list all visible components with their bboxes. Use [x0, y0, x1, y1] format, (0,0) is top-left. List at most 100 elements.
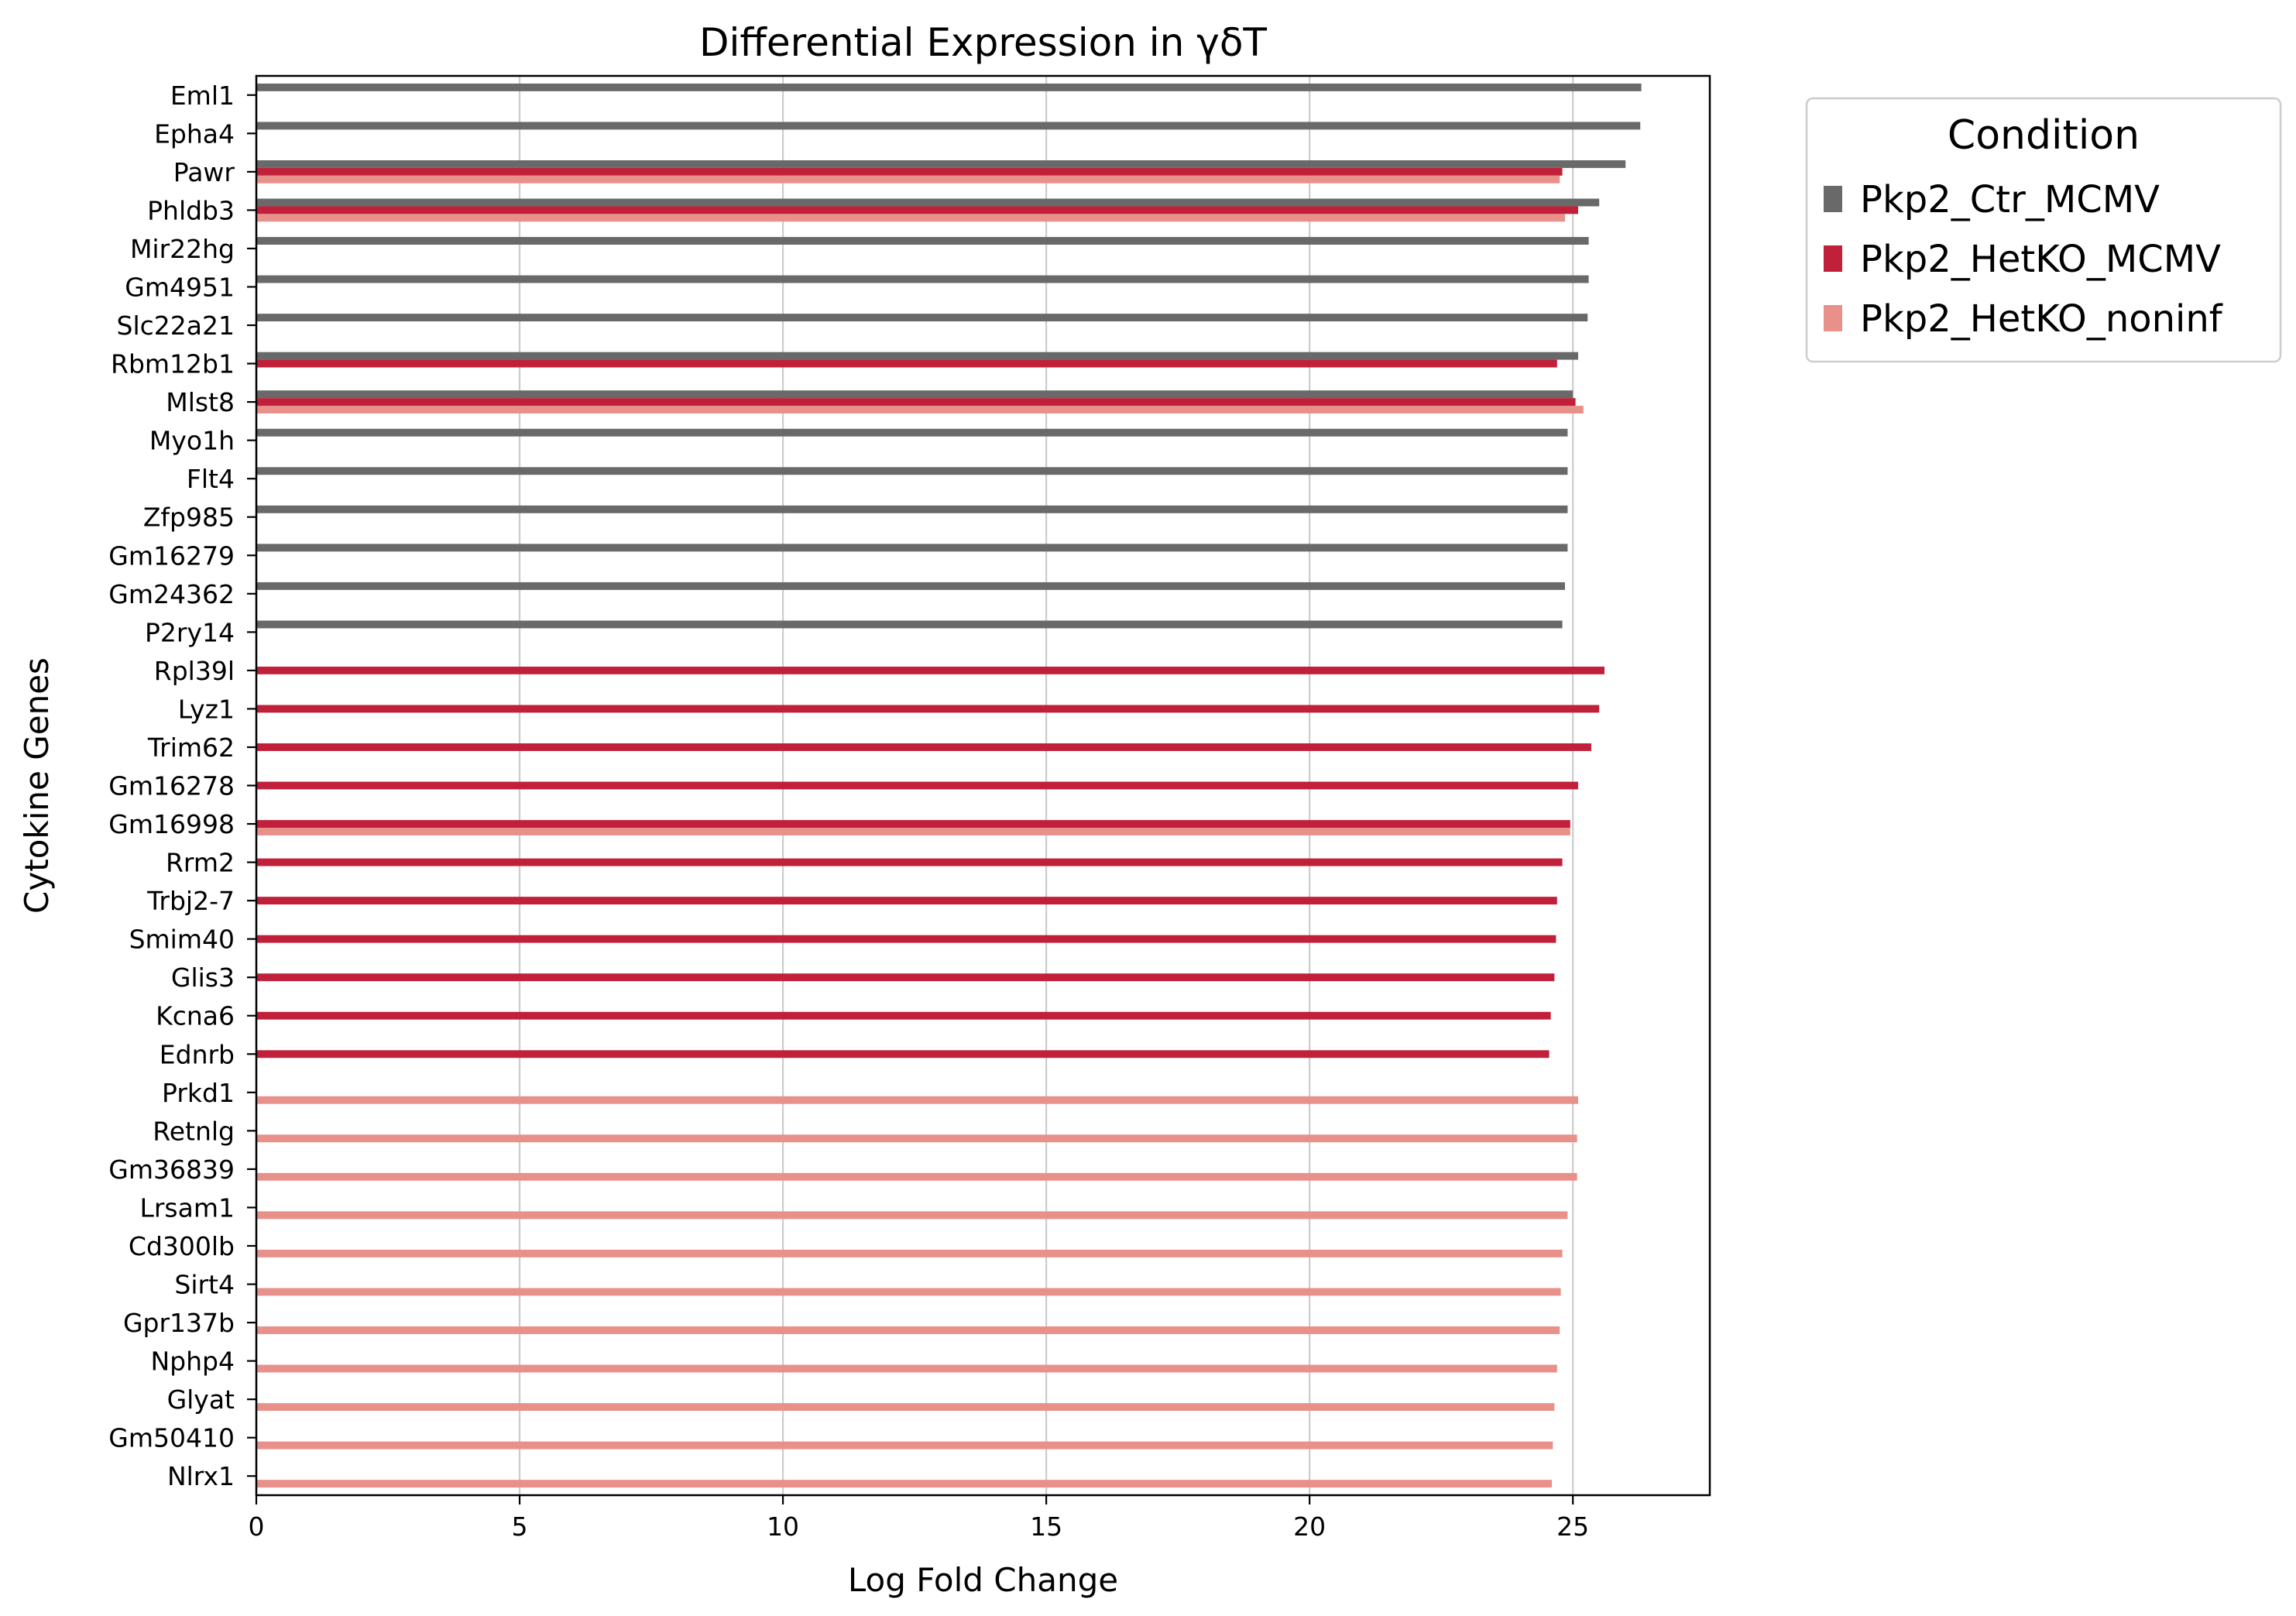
y-tick-label: Flt4	[187, 464, 235, 494]
bar-Pkp2_Ctr_MCMV-Myo1h	[256, 428, 1568, 437]
bar-Pkp2_Ctr_MCMV-Eml1	[256, 83, 1642, 91]
y-tick-label: Zfp985	[143, 503, 235, 533]
bar-Pkp2_HetKO_noninf-Sirt4	[256, 1288, 1561, 1296]
y-tick-label: Nphp4	[151, 1347, 235, 1377]
y-tick-label: Lrsam1	[139, 1192, 235, 1223]
bar-Pkp2_Ctr_MCMV-Pawr	[256, 160, 1626, 168]
bar-Pkp2_HetKO_noninf-Prkd1	[256, 1096, 1578, 1104]
y-tick-label: Mlst8	[166, 387, 235, 417]
bar-Pkp2_HetKO_MCMV-Gm16998	[256, 820, 1570, 828]
y-tick-label: Pawr	[173, 157, 235, 187]
y-tick-label: Gm16279	[108, 540, 235, 571]
x-tick-label: 10	[767, 1511, 799, 1542]
legend-swatch	[1824, 186, 1842, 212]
bar-Pkp2_Ctr_MCMV-Epha4	[256, 122, 1641, 130]
y-tick-label: Phldb3	[147, 195, 235, 225]
y-tick-label: Myo1h	[149, 426, 235, 456]
y-tick-label: Sirt4	[174, 1270, 235, 1300]
bar-Pkp2_HetKO_noninf-Gm50410	[256, 1441, 1553, 1450]
bar-Pkp2_Ctr_MCMV-Gm24362	[256, 582, 1565, 590]
bar-Pkp2_HetKO_noninf-Nlrx1	[256, 1480, 1552, 1488]
bar-Pkp2_HetKO_MCMV-Trim62	[256, 743, 1591, 751]
bar-Pkp2_HetKO_MCMV-Smim40	[256, 935, 1556, 943]
bar-Pkp2_HetKO_noninf-Gm36839	[256, 1172, 1577, 1181]
legend-box	[1805, 97, 2282, 363]
bar-Pkp2_Ctr_MCMV-Mir22hg	[256, 237, 1589, 245]
y-tick-label: Retnlg	[153, 1116, 235, 1146]
y-tick-label: Mir22hg	[130, 234, 235, 264]
bar-Pkp2_HetKO_noninf-Nphp4	[256, 1364, 1557, 1373]
bar-Pkp2_HetKO_MCMV-Lyz1	[256, 705, 1600, 713]
chart-title: Differential Expression in γδT	[699, 20, 1267, 65]
bar-Pkp2_HetKO_MCMV-Rpl39l	[256, 666, 1604, 674]
x-tick-label: 25	[1556, 1511, 1589, 1542]
bar-Pkp2_HetKO_MCMV-Glis3	[256, 973, 1555, 982]
x-tick-label: 0	[249, 1511, 265, 1542]
legend-label: Pkp2_HetKO_MCMV	[1860, 238, 2221, 281]
x-tick-label: 20	[1293, 1511, 1326, 1542]
bar-Pkp2_Ctr_MCMV-Mlst8	[256, 390, 1574, 399]
y-axis-label: Cytokine Genes	[18, 657, 56, 914]
bar-Pkp2_HetKO_noninf-Phldb3	[256, 214, 1565, 222]
y-tick-label: Slc22a21	[117, 311, 235, 341]
legend-swatch	[1824, 245, 1842, 272]
bar-Pkp2_HetKO_MCMV-Pawr	[256, 167, 1563, 176]
y-tick-label: Eml1	[170, 81, 235, 111]
y-tick-label: Gpr137b	[123, 1308, 235, 1338]
bar-Pkp2_HetKO_noninf-Gm16998	[256, 827, 1570, 835]
x-axis: 0 5 10 15 20 25	[249, 1495, 1589, 1542]
y-tick-label: Trim62	[147, 733, 235, 763]
y-tick-label: Lyz1	[178, 694, 235, 724]
bar-Pkp2_Ctr_MCMV-Slc22a21	[256, 314, 1588, 322]
bar-Pkp2_HetKO_noninf-Retnlg	[256, 1134, 1577, 1143]
bar-Pkp2_HetKO_MCMV-Ednrb	[256, 1050, 1550, 1058]
y-tick-label: Ednrb	[160, 1039, 235, 1069]
legend-label: Pkp2_Ctr_MCMV	[1860, 178, 2160, 221]
bar-Pkp2_Ctr_MCMV-P2ry14	[256, 620, 1563, 629]
bar-Pkp2_Ctr_MCMV-Gm16279	[256, 544, 1568, 552]
y-tick-label: Rbm12b1	[111, 349, 235, 379]
y-tick-label: Gm50410	[108, 1423, 235, 1453]
y-tick-label: Gm36839	[108, 1155, 235, 1185]
y-tick-label: Gm16278	[108, 771, 235, 801]
bar-Pkp2_HetKO_noninf-Mlst8	[256, 406, 1584, 413]
legend: Condition Pkp2_Ctr_MCMV Pkp2_HetKO_MCMV Pk…	[1805, 97, 2282, 363]
bar-Pkp2_Ctr_MCMV-Zfp985	[256, 505, 1568, 513]
bar-Pkp2_Ctr_MCMV-Phldb3	[256, 198, 1600, 207]
legend-swatch	[1824, 305, 1842, 331]
y-tick-label: Rrm2	[166, 848, 235, 878]
x-tick-label: 15	[1030, 1511, 1062, 1542]
y-tick-label: Kcna6	[156, 1001, 235, 1031]
bar-Pkp2_HetKO_noninf-Lrsam1	[256, 1211, 1568, 1220]
bar-Pkp2_Ctr_MCMV-Gm4951	[256, 275, 1589, 283]
bar-Pkp2_HetKO_MCMV-Mlst8	[256, 398, 1576, 407]
bar-Pkp2_HetKO_MCMV-Phldb3	[256, 206, 1578, 214]
legend-title: Condition	[1948, 112, 2140, 159]
y-tick-label: Cd300lb	[129, 1231, 235, 1261]
y-tick-label: Smim40	[129, 925, 235, 955]
bar-Pkp2_HetKO_MCMV-Rrm2	[256, 858, 1563, 866]
y-tick-label: P2ry14	[145, 617, 235, 647]
bar-Pkp2_Ctr_MCMV-Rbm12b1	[256, 352, 1578, 360]
legend-label: Pkp2_HetKO_noninf	[1860, 297, 2223, 341]
bar-Pkp2_HetKO_MCMV-Rbm12b1	[256, 359, 1557, 368]
x-axis-label: Log Fold Change	[848, 1561, 1118, 1599]
bar-Pkp2_HetKO_MCMV-Gm16278	[256, 781, 1578, 790]
y-tick-label: Gm16998	[108, 809, 235, 839]
bar-Pkp2_HetKO_MCMV-Trbj2-7	[256, 897, 1557, 905]
y-tick-label: Glis3	[171, 962, 235, 993]
y-tick-label: Nlrx1	[167, 1461, 235, 1491]
bar-Pkp2_HetKO_noninf-Gpr137b	[256, 1326, 1560, 1334]
y-tick-label: Epha4	[154, 118, 235, 149]
y-tick-label: Glyat	[167, 1384, 235, 1415]
y-axis: Eml1 Epha4 Pawr Phldb3 Mir22hg Gm4951 Slc22a21…	[108, 81, 256, 1491]
bar-Pkp2_HetKO_noninf-Pawr	[256, 175, 1560, 184]
bar-Pkp2_HetKO_noninf-Glyat	[256, 1403, 1555, 1412]
bars-layer	[256, 83, 1642, 1488]
bar-Pkp2_Ctr_MCMV-Flt4	[256, 467, 1568, 475]
y-tick-label: Trbj2-7	[146, 886, 235, 916]
y-tick-label: Gm4951	[125, 272, 235, 302]
bar-Pkp2_HetKO_MCMV-Kcna6	[256, 1011, 1551, 1020]
y-tick-label: Rpl39l	[154, 656, 235, 686]
